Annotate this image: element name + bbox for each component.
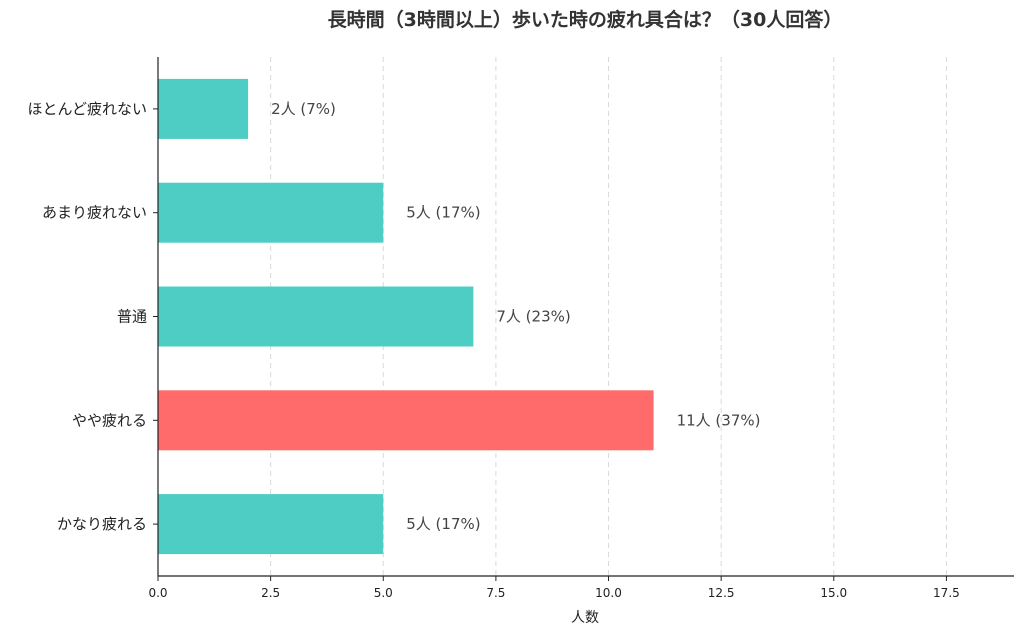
bar (158, 286, 474, 347)
x-axis-label: 人数 (571, 610, 599, 626)
bar (158, 182, 384, 243)
category-label: ほとんど疲れない (27, 100, 147, 118)
category-label: 普通 (117, 308, 147, 326)
x-tick-label: 15.0 (820, 586, 847, 600)
data-label: 11人 (37%) (677, 411, 761, 429)
x-ticks: 0.0 2.5 5.0 7.5 10.0 12.5 15.0 17.5 (148, 576, 960, 600)
grid-lines (270, 57, 947, 576)
data-label: 7人 (23%) (496, 308, 570, 326)
data-label: 5人 (17%) (406, 515, 480, 533)
x-tick-label: 10.0 (595, 586, 622, 600)
x-tick-label: 17.5 (933, 586, 960, 600)
x-tick-label: 7.5 (486, 586, 505, 600)
chart-title: 長時間（3時間以上）歩いた時の疲れ具合は？（30人回答） (328, 8, 843, 31)
x-tick-label: 0.0 (148, 586, 167, 600)
category-label: やや疲れる (72, 411, 147, 429)
bars: 2人 (7%) 5人 (17%) 7人 (23%) 11人 (37%) 5人 (17%) (158, 78, 761, 555)
data-label: 2人 (7%) (271, 100, 336, 118)
category-label: かなり疲れる (57, 515, 147, 533)
bar (158, 494, 384, 555)
category-label: あまり疲れない (42, 204, 147, 222)
bar (158, 78, 249, 139)
x-tick-label: 12.5 (708, 586, 735, 600)
x-tick-label: 5.0 (374, 586, 393, 600)
bar (158, 390, 654, 451)
x-tick-label: 2.5 (261, 586, 280, 600)
data-label: 5人 (17%) (406, 204, 480, 222)
